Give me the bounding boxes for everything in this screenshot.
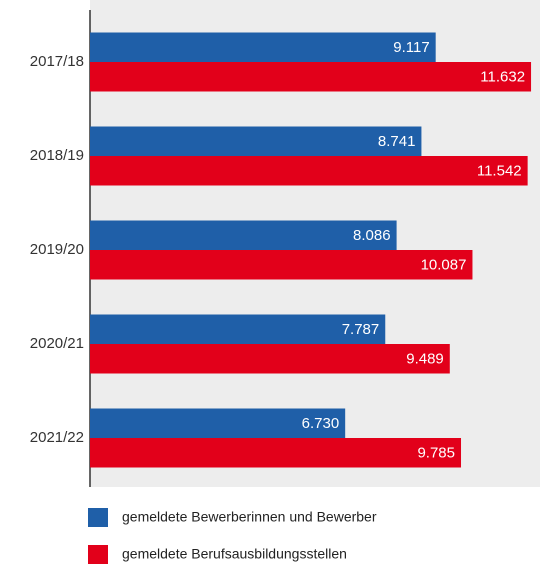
- data-label: 6.730: [302, 415, 340, 432]
- bar: [90, 408, 346, 438]
- legend-swatch: [88, 508, 108, 527]
- y-tick-label: 2020/21: [30, 335, 84, 352]
- bar: [90, 438, 462, 468]
- bar: [90, 62, 532, 92]
- data-label: 9.785: [417, 445, 455, 462]
- y-tick-label: 2018/19: [30, 147, 84, 164]
- legend-swatch: [88, 545, 108, 564]
- data-label: 8.086: [353, 227, 391, 244]
- data-label: 9.489: [406, 351, 444, 368]
- data-label: 11.632: [480, 69, 525, 86]
- data-label: 9.117: [393, 39, 429, 56]
- bar: [90, 156, 528, 186]
- legend-label: gemeldete Berufsausbildungsstellen: [122, 546, 347, 562]
- bar: [90, 250, 473, 280]
- bar: [90, 314, 386, 344]
- bar: [90, 220, 397, 250]
- y-tick-label: 2021/22: [30, 429, 84, 446]
- y-tick-label: 2019/20: [30, 241, 84, 258]
- data-label: 11.542: [477, 163, 522, 180]
- y-tick-label: 2017/18: [30, 53, 84, 70]
- bar: [90, 126, 422, 156]
- bar: [90, 32, 436, 62]
- legend-label: gemeldete Bewerberinnen und Bewerber: [122, 509, 377, 525]
- data-label: 8.741: [378, 133, 416, 150]
- bar: [90, 344, 450, 374]
- data-label: 10.087: [421, 257, 467, 274]
- data-label: 7.787: [342, 321, 380, 338]
